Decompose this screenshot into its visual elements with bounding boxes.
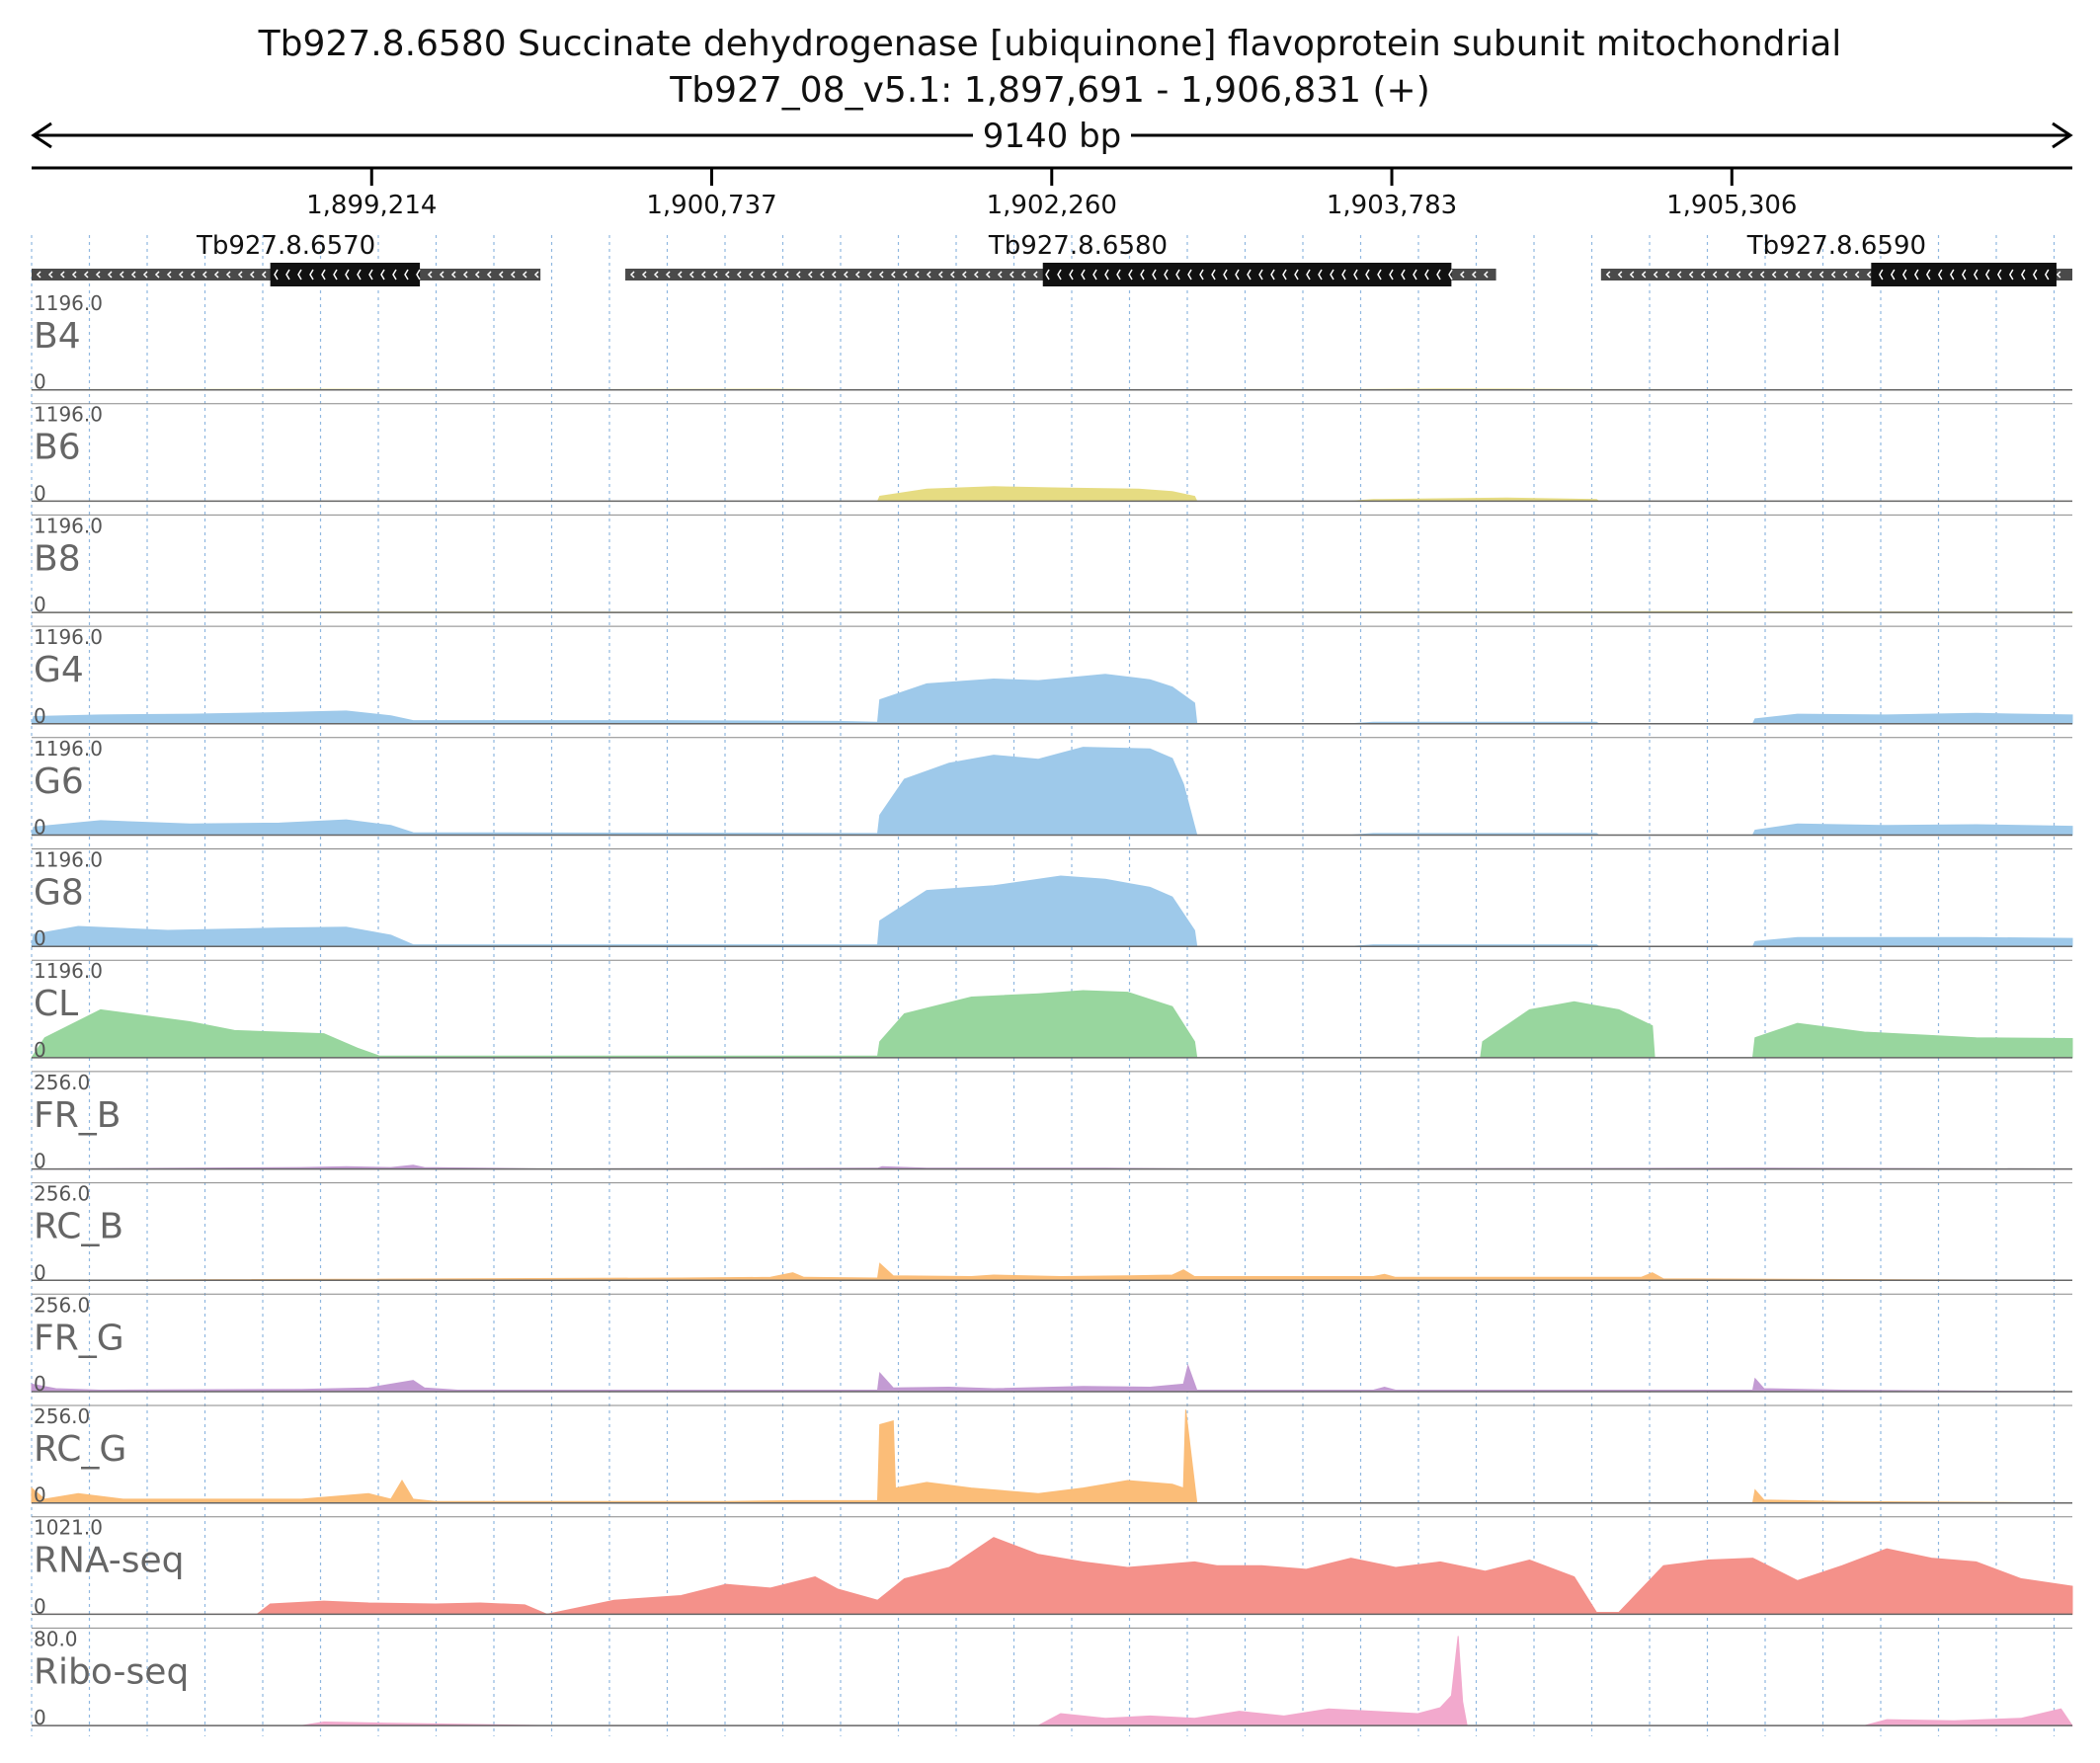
track-min-label: 0 xyxy=(34,1594,46,1618)
track-name-label: RNA-seq xyxy=(34,1541,185,1581)
track-min-label: 0 xyxy=(34,1372,46,1396)
x-tick-label: 1,899,214 xyxy=(306,191,437,220)
track-fr_b: 256.0FR_B 0 xyxy=(31,1071,2073,1173)
track-g4: 1196.0G4 0 xyxy=(31,625,2073,728)
coverage-area xyxy=(31,674,2073,725)
track-max-label: 1196.0 xyxy=(34,291,103,315)
track-name-label: G8 xyxy=(34,873,84,914)
coverage-area xyxy=(32,486,2072,502)
track-min-label: 0 xyxy=(34,1483,46,1507)
strand-chevron-icon xyxy=(36,269,539,280)
track-name-label: B4 xyxy=(34,316,81,357)
coverage-area xyxy=(31,747,2073,836)
gene-model[interactable]: Tb927.8.6580 xyxy=(625,231,1496,286)
coverage-area xyxy=(32,1537,2073,1615)
track-name-label: B8 xyxy=(34,538,81,579)
track-b4: 1196.0B4 0 xyxy=(31,291,2073,394)
track-min-label: 0 xyxy=(34,1706,46,1729)
gene-label: Tb927.8.6590 xyxy=(1746,231,1926,261)
track-max-label: 1196.0 xyxy=(34,959,103,983)
track-max-label: 256.0 xyxy=(34,1293,90,1317)
track-max-label: 256.0 xyxy=(34,1182,90,1206)
track-max-label: 1196.0 xyxy=(34,848,103,872)
track-min-label: 0 xyxy=(34,481,46,505)
track-min-label: 0 xyxy=(34,370,46,394)
track-max-label: 1196.0 xyxy=(34,403,103,427)
track-max-label: 1196.0 xyxy=(34,514,103,537)
track-min-label: 0 xyxy=(34,1038,46,1062)
track-name-label: RC_G xyxy=(34,1429,126,1470)
track-name-label: CL xyxy=(34,984,78,1024)
chart-title: Tb927.8.6580 Succinate dehydrogenase [ub… xyxy=(258,24,1842,64)
x-tick-label: 1,902,260 xyxy=(987,191,1117,220)
track-max-label: 1196.0 xyxy=(34,625,103,649)
track-cl: 1196.0CL 0 xyxy=(31,959,2073,1062)
track-fr_g: 256.0FR_G 0 xyxy=(31,1293,2073,1396)
x-tick-label: 1,905,306 xyxy=(1666,191,1797,220)
track-g8: 1196.0G8 0 xyxy=(31,848,2073,950)
track-min-label: 0 xyxy=(34,593,46,616)
track-b6: 1196.0B6 0 xyxy=(32,403,2072,505)
x-tick-label: 1,900,737 xyxy=(646,191,776,220)
coverage-area xyxy=(31,1262,2073,1281)
track-g6: 1196.0G6 0 xyxy=(31,737,2073,840)
x-tick-label: 1,903,783 xyxy=(1327,191,1457,220)
chart-subtitle: Tb927_08_v5.1: 1,897,691 - 1,906,831 (+) xyxy=(670,70,1430,111)
gene-label: Tb927.8.6580 xyxy=(988,231,1168,261)
track-min-label: 0 xyxy=(34,816,46,840)
scale-label: 9140 bp xyxy=(983,117,1122,156)
scale-arrow-right-icon xyxy=(2052,121,2073,149)
track-min-label: 0 xyxy=(34,926,46,950)
coverage-area xyxy=(31,990,2073,1059)
track-min-label: 0 xyxy=(34,1260,46,1284)
track-min-label: 0 xyxy=(34,1150,46,1173)
track-b8: 1196.0B8 0 xyxy=(31,514,2073,616)
coverage-area xyxy=(31,875,2073,947)
track-rc_b: 256.0RC_B 0 xyxy=(31,1182,2073,1284)
track-max-label: 256.0 xyxy=(34,1071,90,1094)
track-min-label: 0 xyxy=(34,704,46,728)
track-rc_g: 256.0RC_G 0 xyxy=(31,1404,2073,1507)
track-name-label: G4 xyxy=(34,650,84,690)
scale-arrow-left-icon xyxy=(31,121,52,149)
track-name-label: B6 xyxy=(34,428,81,468)
gene-label: Tb927.8.6570 xyxy=(196,231,375,261)
track-max-label: 1196.0 xyxy=(34,737,103,761)
coverage-area xyxy=(32,1636,2073,1726)
track-name-label: G6 xyxy=(34,761,84,802)
track-name-label: RC_B xyxy=(34,1207,123,1247)
strand-chevron-icon xyxy=(629,269,1489,280)
gene-model[interactable]: Tb927.8.6570 xyxy=(32,231,541,286)
coverage-area xyxy=(31,1363,2073,1393)
track-max-label: 256.0 xyxy=(34,1404,90,1428)
track-max-label: 1021.0 xyxy=(34,1516,103,1540)
track-name-label: Ribo-seq xyxy=(34,1651,189,1692)
track-max-label: 80.0 xyxy=(34,1627,78,1650)
track-name-label: FR_G xyxy=(34,1318,124,1358)
track-name-label: FR_B xyxy=(34,1095,121,1136)
gene-model[interactable]: Tb927.8.6590 xyxy=(1600,231,2072,286)
gene-cds xyxy=(1871,263,2057,286)
coverage-area xyxy=(31,1409,2073,1504)
strand-chevron-icon xyxy=(1605,269,2061,280)
